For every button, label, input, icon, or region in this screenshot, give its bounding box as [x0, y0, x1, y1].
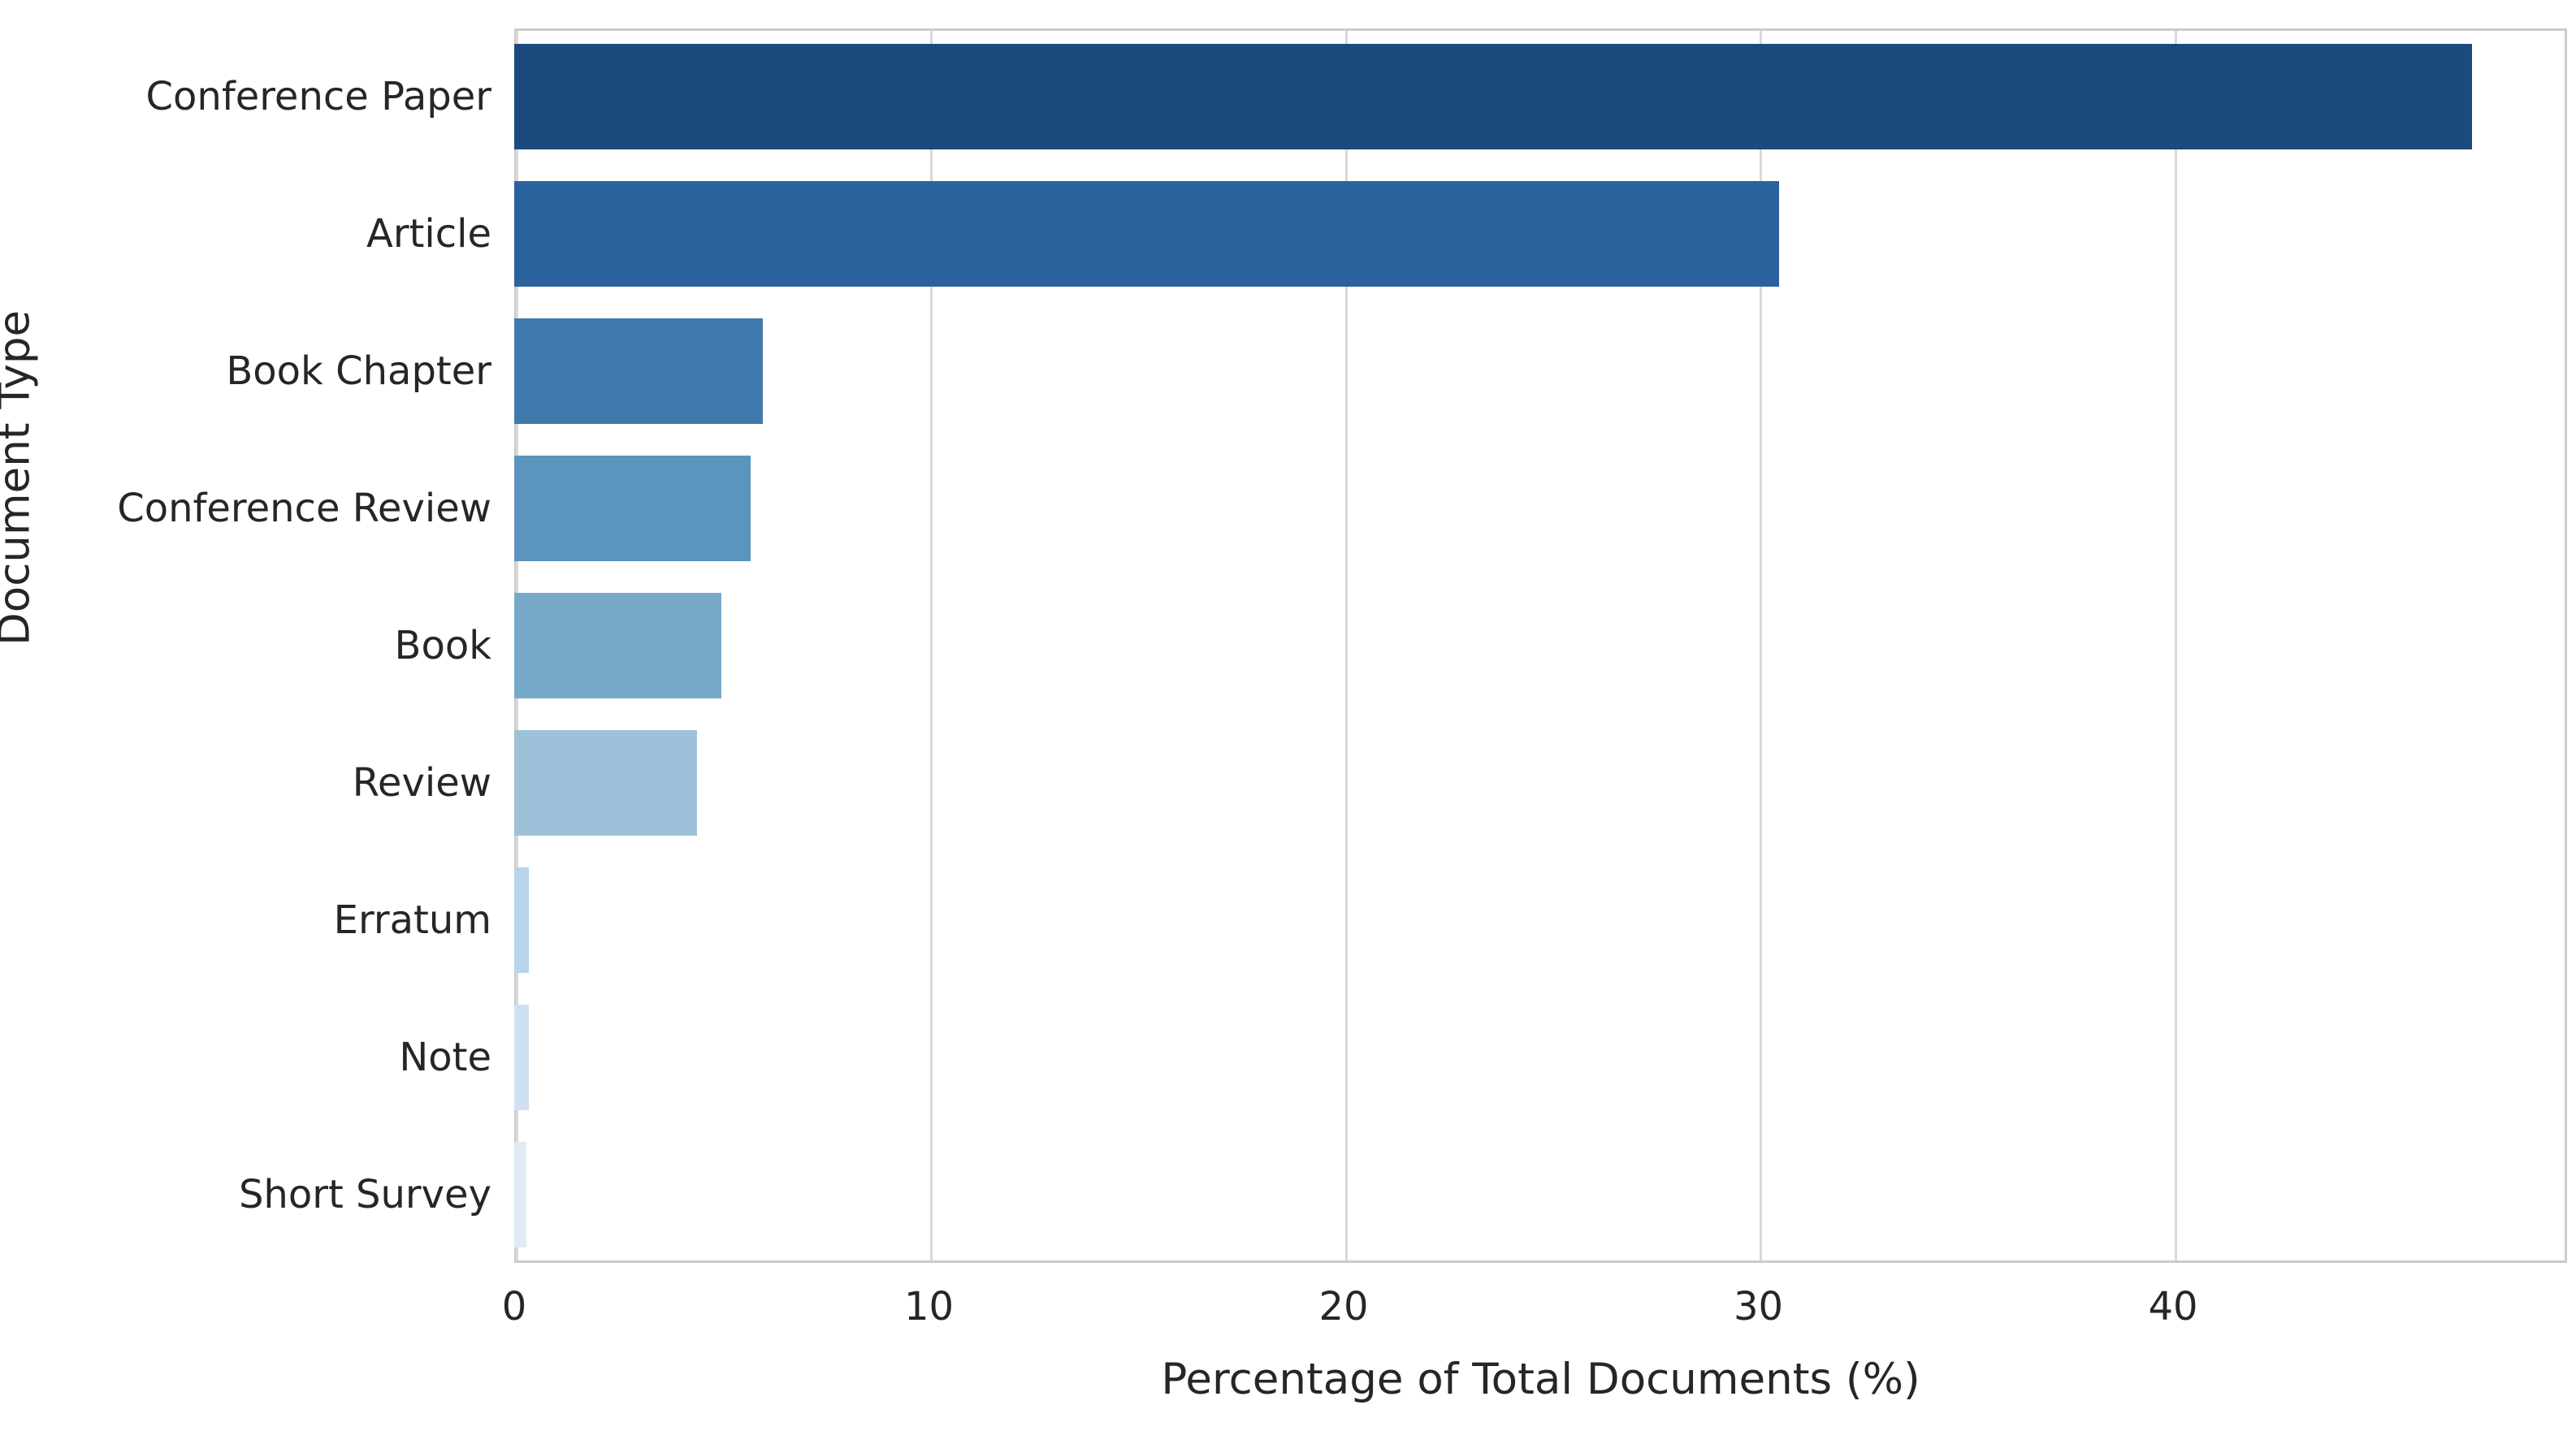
bar-book — [514, 592, 722, 698]
gridline-x-40 — [2174, 31, 2177, 1260]
ytick-label-conference-paper: Conference Paper — [145, 74, 491, 120]
gridline-x-20 — [1344, 31, 1348, 1260]
bar-book-chapter — [514, 318, 764, 425]
bar-review — [514, 729, 697, 836]
xtick-label-40: 40 — [2148, 1284, 2198, 1329]
gridline-x-10 — [930, 31, 933, 1260]
ytick-label-conference-review: Conference Review — [117, 486, 491, 532]
xtick-label-30: 30 — [1733, 1284, 1784, 1329]
ytick-label-review: Review — [352, 759, 491, 806]
bar-conference-review — [514, 456, 751, 562]
bar-note — [514, 1004, 529, 1110]
ytick-label-erratum: Erratum — [333, 897, 491, 943]
ytick-label-book-chapter: Book Chapter — [226, 348, 491, 395]
bar-erratum — [514, 867, 529, 973]
ytick-label-short-survey: Short Survey — [238, 1171, 491, 1217]
ytick-label-article: Article — [366, 211, 491, 257]
y-axis-title: Document Type — [0, 309, 40, 646]
ytick-label-note: Note — [399, 1034, 491, 1080]
gridline-x-30 — [1760, 31, 1762, 1260]
bar-article — [514, 181, 1780, 287]
xtick-label-0: 0 — [501, 1284, 527, 1329]
bar-conference-paper — [514, 44, 2472, 150]
bar-short-survey — [514, 1141, 527, 1247]
x-axis-title: Percentage of Total Documents (%) — [1161, 1355, 1920, 1404]
xtick-label-20: 20 — [1318, 1284, 1369, 1329]
ytick-label-book: Book — [394, 623, 491, 668]
xtick-label-10: 10 — [903, 1284, 955, 1329]
